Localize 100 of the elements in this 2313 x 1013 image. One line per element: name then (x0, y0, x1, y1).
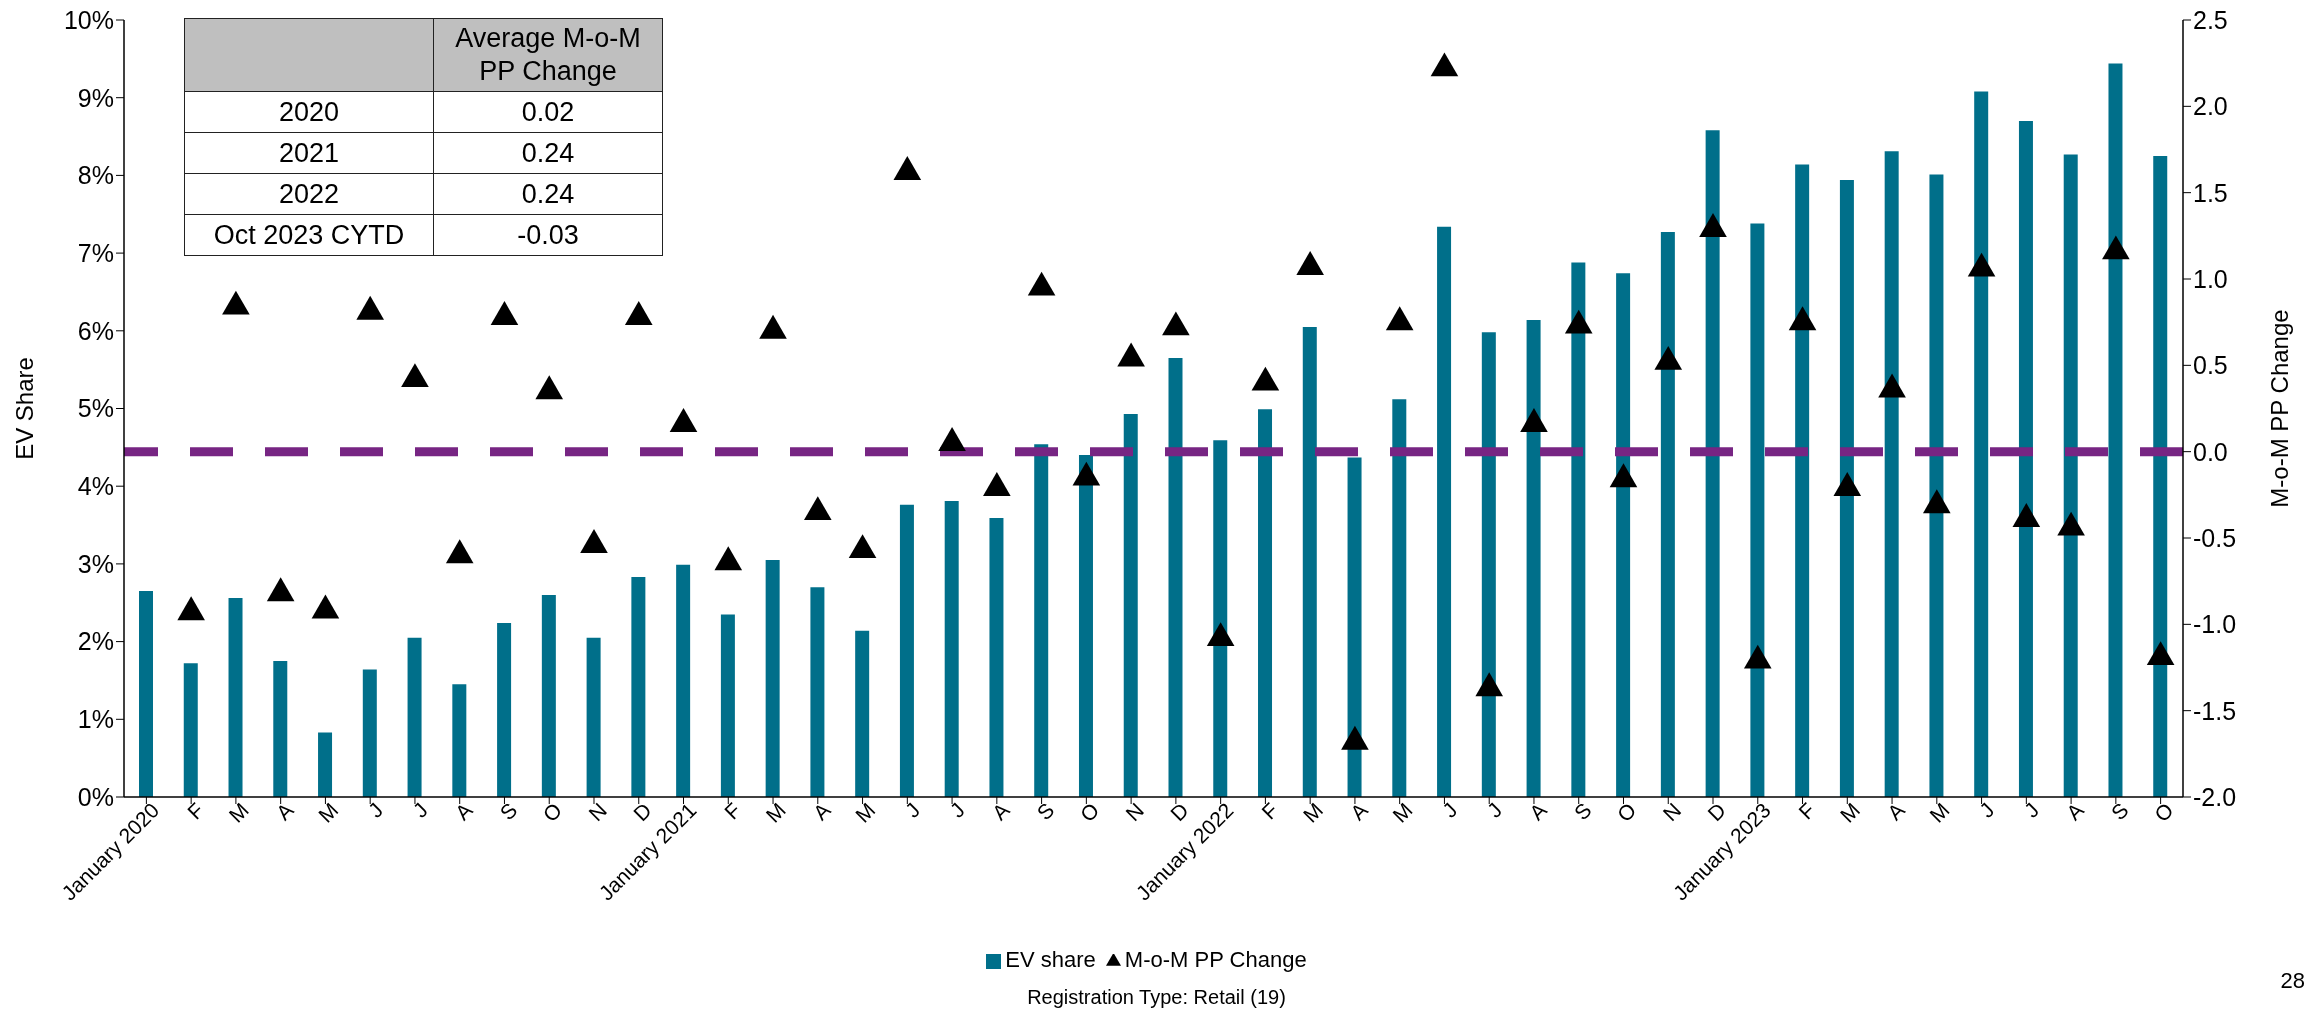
x-tick-label: J (363, 798, 388, 822)
x-tick-label: J (1437, 798, 1462, 822)
y-tick-label: 6% (77, 316, 114, 345)
bar (407, 637, 422, 797)
bar (541, 594, 556, 797)
bar (1750, 223, 1765, 797)
x-tick-label: S (495, 798, 522, 825)
x-tick-label: D (1165, 798, 1193, 826)
y-tick-label: 0% (77, 782, 114, 811)
x-tick-label: A (1345, 798, 1372, 825)
x-tick-label: M (313, 798, 343, 827)
x-tick-label: F (719, 798, 746, 824)
y2-tick-label: -1.5 (2193, 696, 2237, 725)
x-tick-label: N (583, 798, 611, 826)
y-axis-title: EV Share (10, 357, 38, 460)
bar (676, 564, 691, 797)
data-label: -0.03 (433, 214, 663, 256)
bar (1929, 174, 1944, 797)
x-tick-label: A (987, 798, 1014, 825)
bar (2108, 63, 2123, 797)
bar (139, 591, 153, 797)
x-tick-label: A (808, 798, 835, 825)
category-label: 2021 (184, 132, 434, 174)
x-tick-label: D (1702, 798, 1730, 826)
bar (586, 637, 601, 797)
y-tick-label: 7% (77, 238, 114, 267)
bar (1481, 332, 1496, 797)
bar (1213, 440, 1228, 797)
x-tick-label: A (2061, 798, 2089, 825)
x-tick-label: O (538, 798, 567, 827)
x-tick-label: F (182, 798, 209, 824)
x-tick-label: M (850, 798, 880, 827)
bar (1884, 151, 1899, 797)
y-tick-label: 1% (77, 705, 114, 734)
x-tick-label: S (1032, 798, 1059, 825)
y2-tick-label: 0.5 (2193, 351, 2228, 380)
bar (2018, 121, 2033, 797)
bar (2063, 154, 2078, 797)
x-tick-label: M (224, 798, 253, 827)
y2-tick-label: -0.5 (2193, 523, 2237, 552)
x-tick-label: M (1925, 798, 1954, 827)
x-tick-label: J (1974, 798, 1999, 822)
text: Registration Type: Retail (19) (1027, 986, 1286, 1008)
x-tick-label: M (761, 798, 790, 827)
text: Average M-o-M PP Change (433, 18, 663, 92)
x-tick-label: O (1075, 798, 1104, 827)
bar (183, 663, 198, 797)
x-tick-label: M (1835, 798, 1865, 827)
bar (1258, 409, 1273, 797)
x-tick-label: O (1612, 798, 1641, 827)
x-tick-label: A (1524, 798, 1551, 825)
bar (899, 504, 914, 797)
x-tick-label: N (1121, 798, 1149, 826)
x-tick-label: O (2149, 798, 2178, 827)
x-tick-label: M (1298, 798, 1328, 827)
bar (1347, 457, 1362, 797)
x-tick-label: J (945, 798, 970, 822)
bar (1660, 232, 1675, 797)
bar (944, 500, 959, 797)
x-tick-label: A (271, 798, 298, 825)
bar (989, 518, 1004, 797)
bar (452, 684, 467, 797)
bar (1302, 326, 1317, 797)
x-tick-label: M (1388, 798, 1417, 827)
bar (2153, 155, 2168, 797)
bar (362, 669, 377, 797)
bar (1616, 273, 1631, 797)
y2-tick-label: -1.0 (2193, 610, 2237, 639)
x-tick-label: S (2106, 798, 2133, 825)
y-tick-label: 8% (77, 161, 114, 190)
y-tick-label: 3% (77, 549, 114, 578)
bar (1839, 180, 1854, 797)
y-tick-label: 10% (63, 5, 114, 34)
bar (1123, 413, 1138, 797)
bar (1795, 164, 1810, 797)
bar (631, 577, 646, 797)
bar (1437, 226, 1452, 797)
category-label: 2020 (184, 91, 434, 133)
bar (810, 587, 825, 797)
bar (228, 598, 243, 797)
bar (1078, 455, 1093, 797)
x-tick-label: F (1794, 798, 1820, 824)
y-tick-label: 4% (77, 472, 114, 501)
bar (1571, 262, 1586, 797)
x-tick-label: J (900, 798, 925, 822)
bar (1168, 358, 1183, 797)
y2-axis-title: M-o-M PP Change (2265, 309, 2293, 508)
data-label: 0.24 (433, 132, 663, 174)
data-label: 0.24 (433, 173, 663, 215)
y-tick-label: 2% (77, 627, 114, 656)
y2-tick-label: 1.5 (2193, 178, 2228, 207)
x-tick-label: N (1658, 798, 1686, 826)
x-tick-label: S (1569, 798, 1596, 825)
bar (1526, 319, 1541, 797)
bar (720, 614, 735, 797)
y2-tick-label: 2.0 (2193, 92, 2228, 121)
legend-label: M-o-M PP Change (1124, 947, 1307, 972)
bar (1974, 91, 1989, 797)
x-tick-label: J (1482, 798, 1507, 822)
data-label: 0.02 (433, 91, 663, 133)
